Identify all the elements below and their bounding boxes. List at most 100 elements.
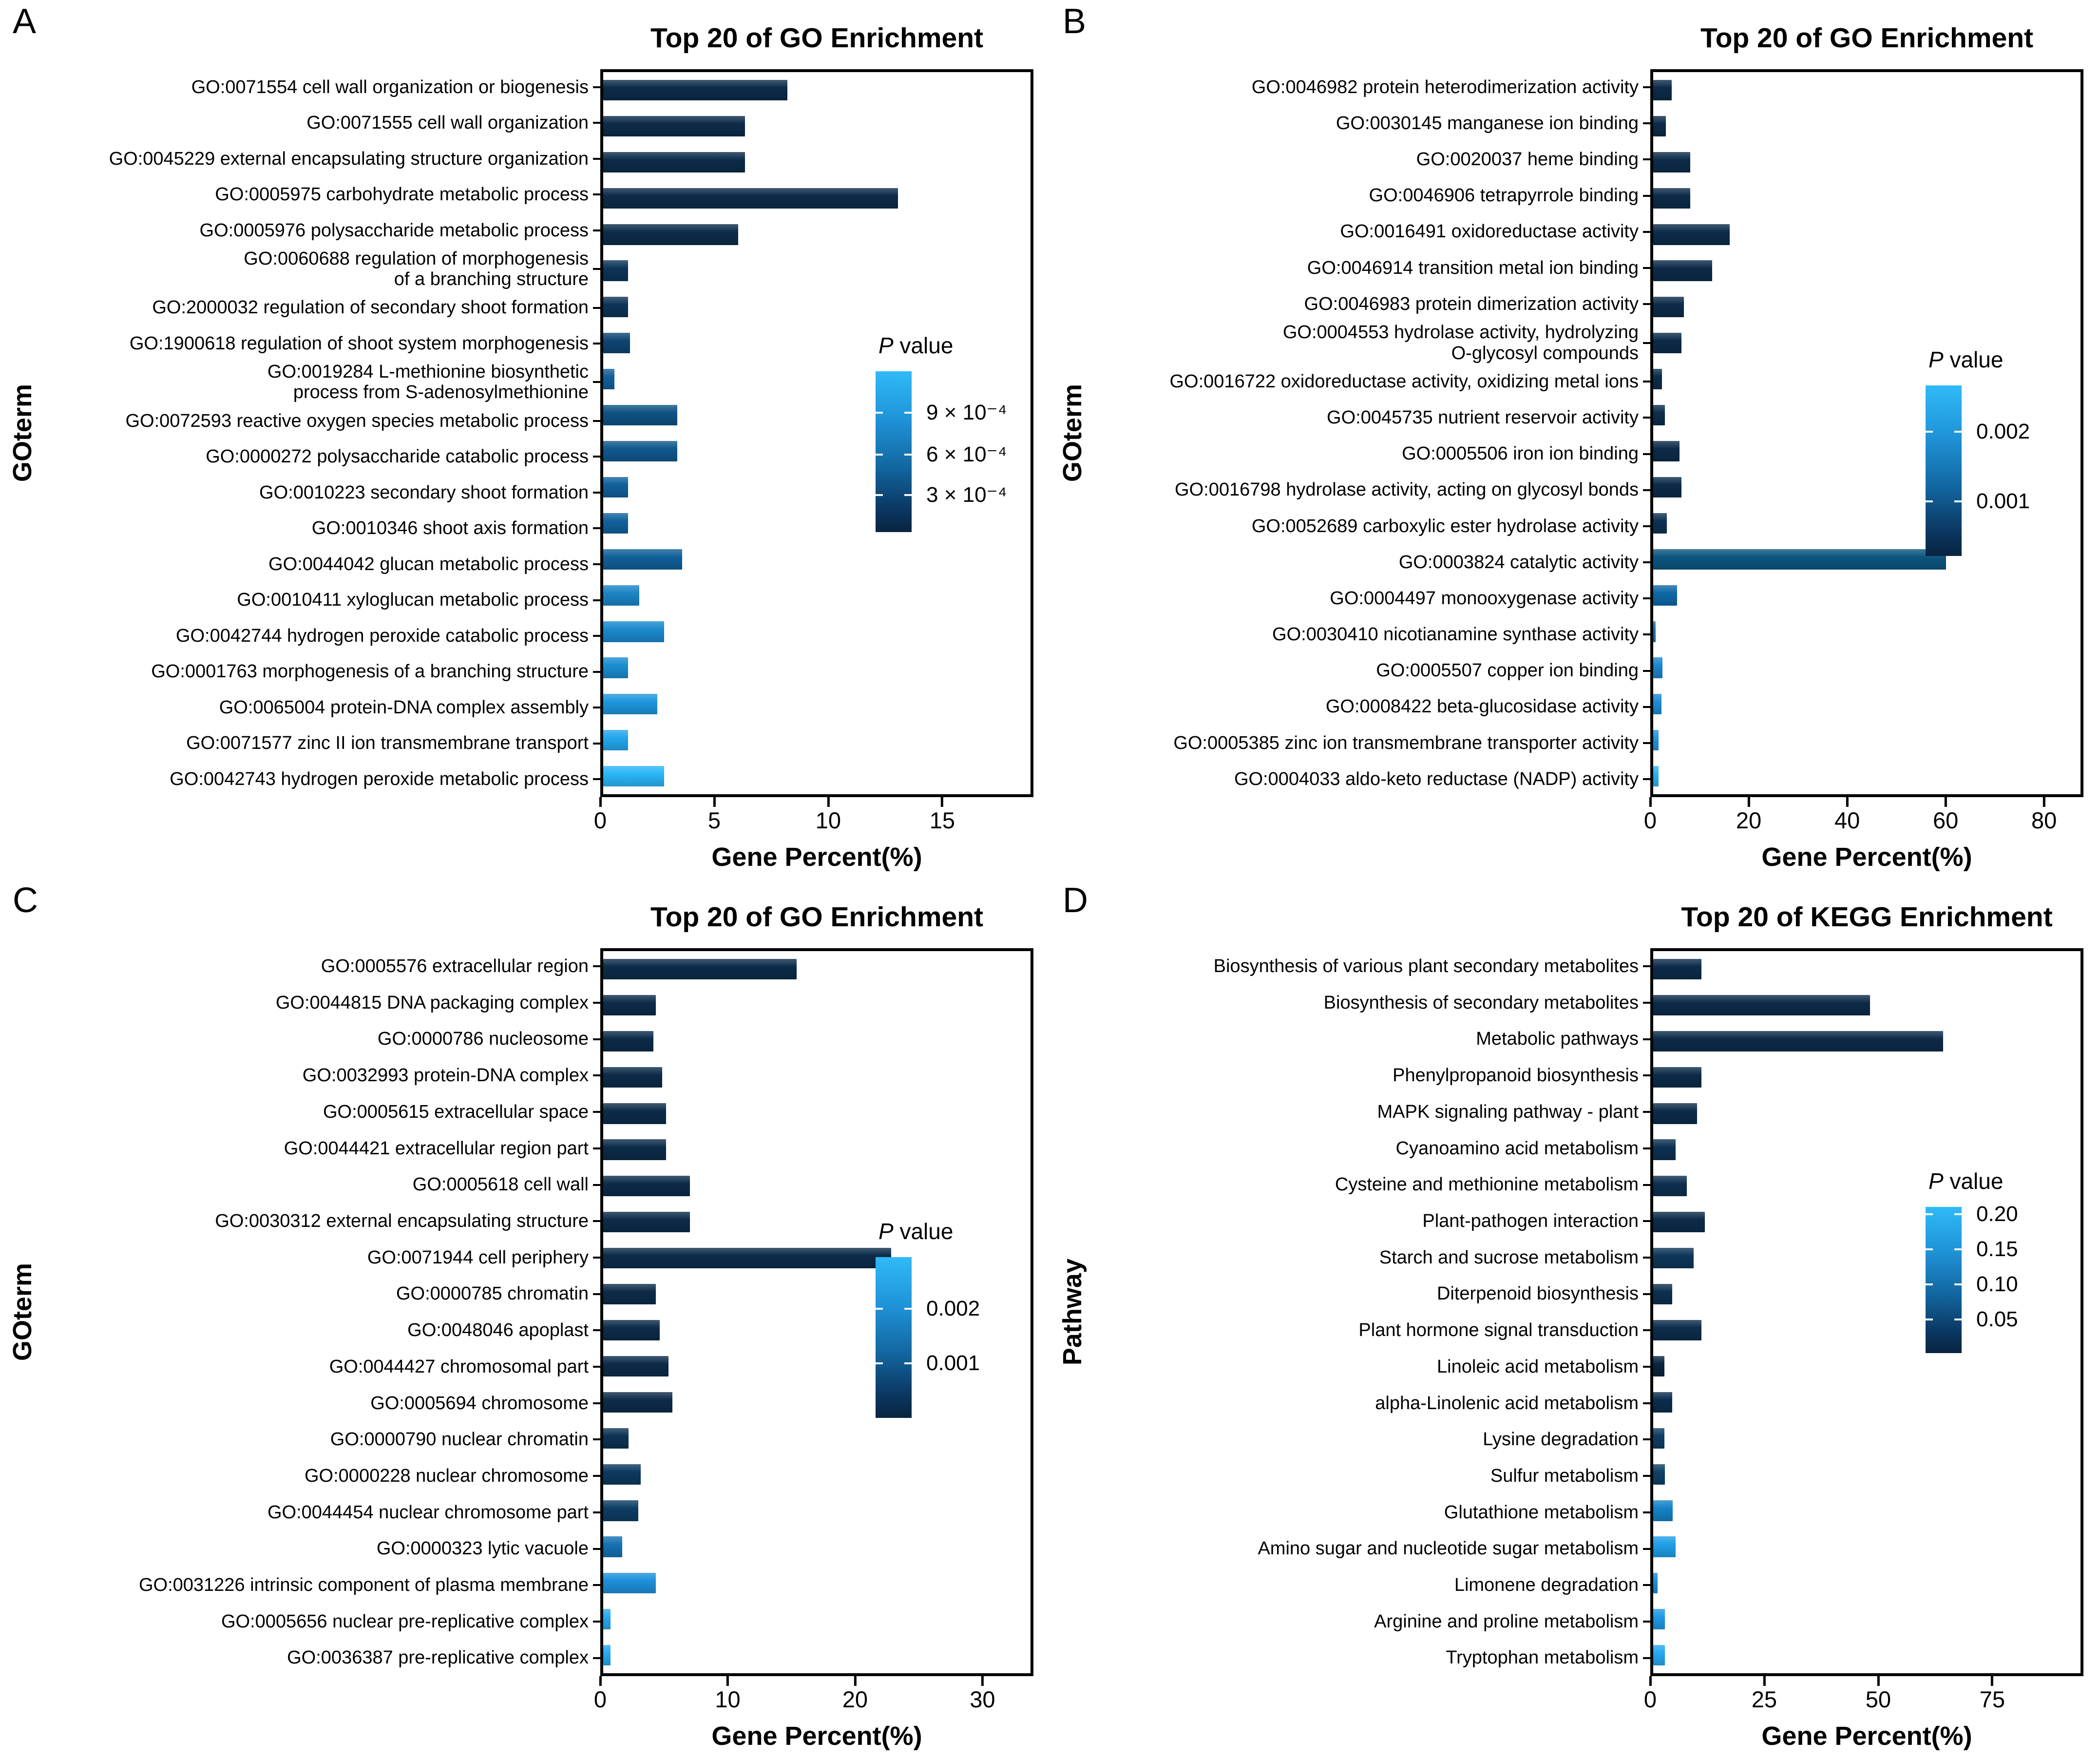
x-tick-label: 60 xyxy=(1932,807,1959,833)
category-row: Metabolic pathways xyxy=(1095,1021,1650,1057)
x-axis: 0 5 10 15 Gene Percent(%) xyxy=(594,797,1033,879)
category-label: GO:0046906 tetrapyrrole binding xyxy=(1369,185,1639,206)
colorbar-tick xyxy=(876,1307,883,1310)
category-label: GO:0005615 extracellular space xyxy=(323,1101,589,1122)
category-row: GO:2000032 regulation of secondary shoot… xyxy=(45,290,600,326)
category-label: GO:0003824 catalytic activity xyxy=(1398,552,1639,573)
bar-row xyxy=(603,1529,1031,1565)
x-tick: 75 xyxy=(1980,1676,2005,1711)
y-axis-label: GOterm xyxy=(8,1263,37,1361)
category-label: Sulfur metabolism xyxy=(1490,1465,1639,1486)
bar-row xyxy=(1653,1529,2081,1565)
y-tick xyxy=(593,707,600,709)
category-row: GO:0030410 nicotianamine synthase activi… xyxy=(1095,616,1650,652)
x-tick-mark xyxy=(2043,797,2045,807)
bar xyxy=(603,1392,672,1413)
bar-row xyxy=(603,325,1031,361)
category-row: GO:0030312 external encapsulating struct… xyxy=(45,1203,600,1240)
x-axis-title: Gene Percent(%) xyxy=(711,842,922,872)
bar xyxy=(603,404,678,425)
category-label: GO:0046983 protein dimerization activity xyxy=(1304,293,1639,314)
bar-row xyxy=(1653,144,2081,180)
y-tick xyxy=(1643,230,1650,233)
x-tick-label: 10 xyxy=(815,807,841,833)
bar-row xyxy=(1653,252,2081,288)
y-tick xyxy=(1643,1621,1650,1623)
x-tick: 25 xyxy=(1752,1676,1777,1711)
bar xyxy=(603,995,656,1016)
x-tick: 10 xyxy=(715,1676,741,1711)
x-tick-mark xyxy=(1877,1676,1880,1686)
y-tick xyxy=(593,193,600,196)
category-label: GO:0010346 shoot axis formation xyxy=(311,518,589,539)
bar xyxy=(603,332,630,353)
x-tick-mark xyxy=(1846,797,1849,807)
category-row: GO:0005507 copper ion binding xyxy=(1095,652,1650,688)
bar-row xyxy=(1653,361,2081,397)
category-row: GO:0005656 nuclear pre-replicative compl… xyxy=(45,1604,600,1640)
category-label: GO:0042743 hydrogen peroxide metabolic p… xyxy=(170,768,589,789)
colorbar-tick xyxy=(1926,1318,1933,1320)
panel-C: C Top 20 of GO Enrichment GOterm GO:0005576… xyxy=(0,879,1050,1758)
category-row: Cyanoamino acid metabolism xyxy=(1095,1130,1650,1167)
x-tick-label: 40 xyxy=(1834,807,1860,833)
x-tick-mark xyxy=(854,1676,857,1686)
y-axis-label-wrap: GOterm xyxy=(0,69,45,797)
x-tick-label: 50 xyxy=(1865,1686,1891,1712)
x-tick: 20 xyxy=(842,1676,868,1711)
category-label: GO:1900618 regulation of shoot system mo… xyxy=(129,333,589,354)
bar xyxy=(1653,1139,1676,1160)
bar xyxy=(603,116,745,137)
category-label: Starch and sucrose metabolism xyxy=(1379,1247,1639,1268)
colorbar-tick xyxy=(1926,1283,1933,1285)
y-tick xyxy=(593,599,600,601)
y-tick xyxy=(593,635,600,637)
y-tick xyxy=(593,670,600,673)
panel-letter: B xyxy=(1063,2,1087,41)
bar xyxy=(1653,1319,1701,1341)
x-tick: 80 xyxy=(2031,797,2057,832)
y-tick xyxy=(593,1475,600,1477)
bar-row xyxy=(603,613,1031,650)
bar-row xyxy=(603,469,1031,505)
category-row: GO:0004033 aldo-keto reductase (NADP) ac… xyxy=(1095,761,1650,797)
panel-letter: C xyxy=(13,881,38,920)
x-tick: 0 xyxy=(594,797,607,832)
colorbar-tick-label: 0.001 xyxy=(926,1351,980,1376)
bar xyxy=(1653,693,1661,714)
category-label: GO:0060688 regulation of morphogenesis o… xyxy=(244,248,589,290)
bar xyxy=(603,958,797,980)
bar xyxy=(1653,1356,1665,1377)
panel-B: B Top 20 of GO Enrichment GOterm GO:0046982… xyxy=(1050,0,2100,879)
bar xyxy=(1653,1392,1672,1413)
category-label: GO:0000228 nuclear chromosome xyxy=(305,1465,589,1486)
y-axis-label: GOterm xyxy=(1058,384,1087,482)
colorbar-tick xyxy=(1926,1213,1933,1215)
category-label: Cyanoamino acid metabolism xyxy=(1395,1138,1639,1159)
category-label: GO:0046914 transition metal ion binding xyxy=(1307,257,1639,278)
y-tick xyxy=(593,742,600,745)
bar xyxy=(1653,1464,1665,1485)
bar xyxy=(603,1536,622,1557)
bar-row xyxy=(603,987,1031,1023)
colorbar-tick xyxy=(904,1362,912,1365)
colorbar xyxy=(876,1257,912,1418)
y-tick xyxy=(1643,1184,1650,1186)
y-tick xyxy=(593,229,600,231)
plot-area: P value 0.20 0.15 0.10 0.05 xyxy=(1650,948,2083,1676)
y-tick xyxy=(1643,194,1650,197)
bar-row xyxy=(603,1565,1031,1601)
bar-row xyxy=(1653,1601,2081,1637)
y-axis-label-wrap: GOterm xyxy=(1050,69,1095,797)
bar xyxy=(1653,152,1690,173)
category-label: GO:0005385 zinc ion transmembrane transp… xyxy=(1173,732,1639,753)
category-label: Phenylpropanoid biosynthesis xyxy=(1393,1065,1639,1086)
category-row: GO:0005385 zinc ion transmembrane transp… xyxy=(1095,725,1650,761)
category-label: GO:0016798 hydrolase activity, acting on… xyxy=(1175,479,1639,500)
bar-row xyxy=(1653,722,2081,758)
bar xyxy=(603,440,678,462)
y-tick xyxy=(1643,489,1650,491)
category-row: GO:0036387 pre-replicative complex xyxy=(45,1640,600,1676)
category-row: Cysteine and methionine metabolism xyxy=(1095,1166,1650,1203)
y-tick xyxy=(593,122,600,124)
